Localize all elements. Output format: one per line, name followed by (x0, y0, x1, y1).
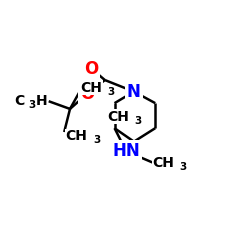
Text: CH: CH (81, 81, 102, 95)
Text: 3: 3 (108, 87, 115, 97)
Text: CH: CH (152, 156, 174, 170)
Text: C: C (14, 94, 24, 108)
Text: 3: 3 (134, 116, 141, 126)
Text: CH: CH (66, 129, 88, 143)
Text: 3: 3 (93, 136, 100, 145)
Text: CH: CH (107, 110, 129, 124)
Text: 3: 3 (180, 162, 187, 172)
Text: 3: 3 (28, 100, 35, 110)
Text: H: H (36, 94, 48, 108)
Text: O: O (84, 60, 98, 78)
Text: N: N (127, 82, 141, 100)
Text: HN: HN (112, 142, 140, 160)
Text: O: O (80, 84, 94, 102)
